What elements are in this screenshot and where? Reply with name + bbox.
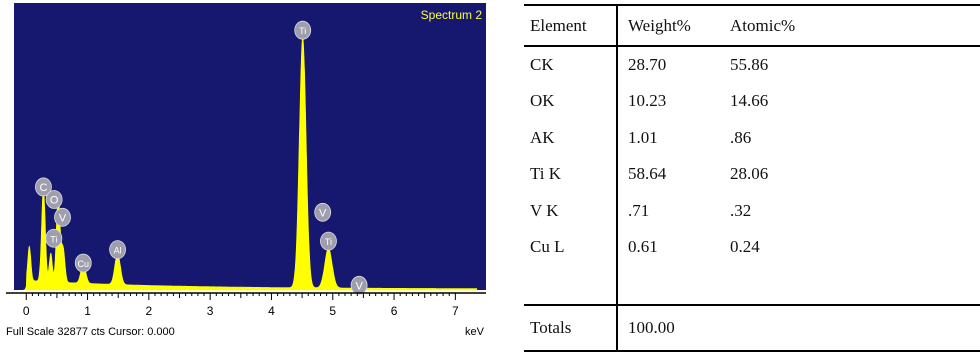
cell-element: AK — [524, 119, 618, 156]
peak-label-text: V — [59, 212, 67, 224]
peak-label-bubble — [45, 190, 63, 209]
peak-label-text: Cu — [78, 259, 90, 269]
table-row: CK 28.70 55.86 — [524, 45, 980, 83]
header-element: Element — [524, 4, 618, 47]
table-row: OK 10.23 14.66 — [524, 83, 980, 120]
table-row: V K .71 .32 — [524, 192, 980, 229]
peak-label-text: C — [39, 182, 47, 194]
x-tick-label: 2 — [146, 304, 153, 318]
cell-element: OK — [524, 83, 618, 120]
peak-label-text: V — [355, 280, 363, 292]
peak-label-bubble — [294, 20, 312, 40]
peak-label-v: V — [54, 207, 71, 227]
spectrum-title: Spectrum 2 — [421, 8, 483, 22]
totals-label: Totals — [524, 303, 618, 352]
peak-label-bubble — [314, 202, 332, 222]
composition-table-panel: Element Weight% Atomic% CK 28.70 55.86 O… — [524, 4, 980, 352]
cell-element: CK — [524, 45, 618, 83]
plot-background — [14, 3, 486, 290]
header-weight: Weight% — [617, 4, 724, 47]
peak-label-bubble — [74, 253, 92, 273]
peak-label-c: C — [35, 177, 52, 197]
peak-label-text: Ti — [299, 26, 306, 36]
totals-weight: 100.00 — [617, 303, 724, 352]
table-spacer-row — [524, 265, 980, 305]
peak-label-v: V — [350, 275, 368, 295]
peak-label-bubble — [109, 240, 126, 260]
peak-label-ti: Ti — [45, 228, 63, 248]
composition-table: Element Weight% Atomic% CK 28.70 55.86 O… — [524, 4, 980, 352]
peak-label-bubble — [350, 275, 368, 295]
x-tick-label: 4 — [268, 304, 275, 318]
x-tick-label: 7 — [452, 304, 459, 318]
peak-label-text: O — [50, 195, 59, 207]
peak-label-bubble — [45, 228, 63, 248]
peak-label-text: Ti — [50, 234, 57, 244]
x-tick-label: 3 — [207, 304, 214, 318]
spectrum-area — [23, 35, 478, 291]
peak-label-v: V — [314, 202, 332, 222]
x-tick-label: 0 — [23, 304, 30, 318]
cell-element: Ti K — [524, 156, 618, 193]
peak-label-bubble — [320, 231, 337, 251]
cell-weight: .71 — [628, 200, 650, 220]
cell-atomic: .86 — [730, 127, 752, 147]
cell-weight: 1.01 — [628, 127, 658, 147]
cell-element: V K — [524, 192, 618, 229]
peak-label-ti: Ti — [320, 231, 337, 251]
peak-label-ti: Ti — [294, 20, 312, 40]
peak-label-text: Ti — [325, 237, 332, 247]
table-row: AK 1.01 .86 — [524, 119, 980, 156]
cell-weight: 58.64 — [628, 164, 667, 184]
peak-label-o: O — [45, 190, 63, 209]
cell-weight: 10.23 — [628, 91, 667, 111]
x-tick-label: 5 — [329, 304, 336, 318]
header-atomic: Atomic% — [724, 4, 980, 47]
table-totals-row: Totals 100.00 — [524, 303, 980, 352]
spectrum-footer-text: Full Scale 32877 cts Cursor: 0.000 — [6, 326, 175, 338]
peak-label-bubble — [54, 207, 71, 227]
x-axis-unit-label: keV — [465, 326, 485, 338]
peak-label-text: Al — [114, 246, 122, 256]
cell-atomic: 0.24 — [730, 237, 760, 257]
table-header-row: Element Weight% Atomic% — [524, 4, 980, 47]
table-row: Ti K 58.64 28.06 — [524, 156, 980, 193]
cell-element: Cu L — [524, 229, 618, 266]
table-row: Cu L 0.61 0.24 — [524, 229, 980, 266]
x-tick-label: 1 — [84, 304, 91, 318]
cell-atomic: 55.86 — [730, 54, 769, 74]
cell-atomic: .32 — [730, 200, 752, 220]
peak-label-cu: Cu — [74, 253, 92, 273]
peak-label-al: Al — [109, 240, 126, 260]
peak-label-text: V — [319, 207, 327, 219]
cell-weight: 28.70 — [628, 54, 667, 74]
peak-label-bubble — [35, 177, 52, 197]
x-tick-label: 6 — [391, 304, 398, 318]
cell-atomic: 28.06 — [730, 164, 769, 184]
cell-atomic: 14.66 — [730, 91, 769, 111]
cell-weight: 0.61 — [628, 237, 658, 257]
